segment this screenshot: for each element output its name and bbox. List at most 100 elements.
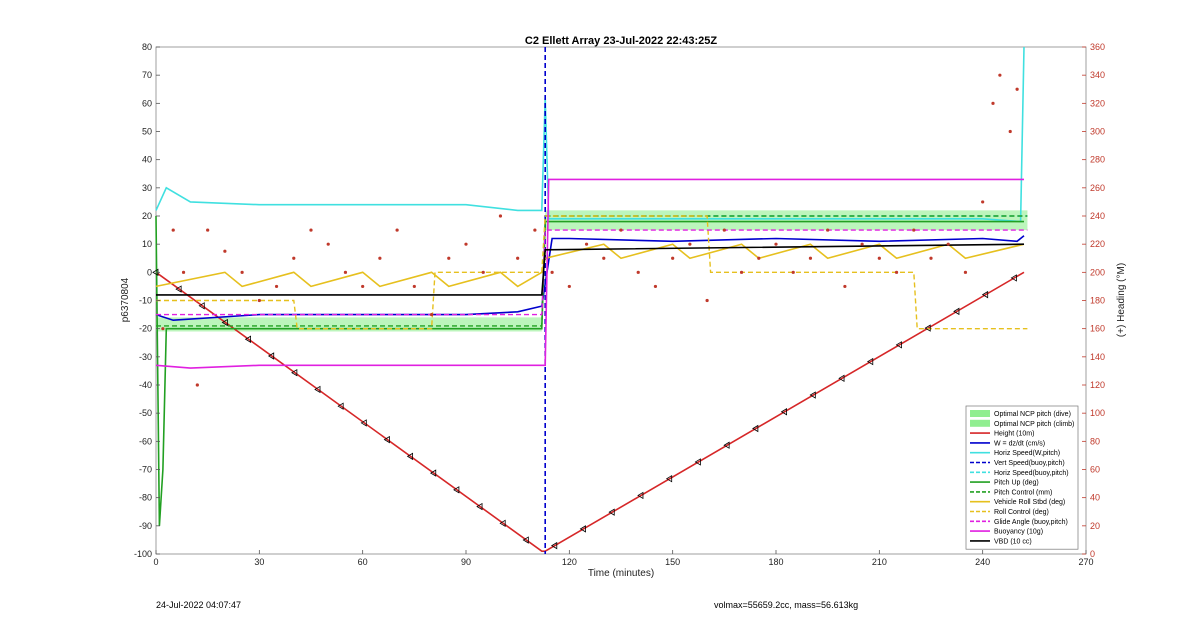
y-tick-label: 30 bbox=[142, 183, 152, 193]
heading-point bbox=[395, 228, 399, 232]
legend-box bbox=[965, 405, 1079, 550]
y2-tick-label: 260 bbox=[1090, 183, 1105, 193]
heading-point bbox=[636, 270, 640, 274]
y-tick-label: -100 bbox=[134, 549, 152, 559]
legend-entry: Pitch Control (mm) bbox=[994, 489, 1052, 496]
y2-tick-label: 20 bbox=[1090, 521, 1100, 531]
footer-date: 24-Jul-2022 04:07:47 bbox=[156, 600, 241, 610]
heading-point bbox=[464, 242, 468, 246]
y2-tick-label: 100 bbox=[1090, 408, 1105, 418]
heading-point bbox=[516, 256, 520, 260]
y-tick-label: 10 bbox=[142, 239, 152, 249]
y-tick-label: 80 bbox=[142, 42, 152, 52]
height-marker bbox=[953, 307, 960, 316]
height-marker bbox=[867, 357, 874, 366]
legend: Optimal NCP pitch (dive) Optimal NCP pitc… bbox=[965, 405, 1079, 550]
heading-point bbox=[378, 256, 382, 260]
x-tick-label: 150 bbox=[665, 557, 680, 567]
height-marker bbox=[244, 335, 251, 343]
height-marker bbox=[637, 491, 644, 500]
heading-point bbox=[619, 228, 623, 232]
height-marker bbox=[723, 441, 730, 449]
y-tick-label: -20 bbox=[139, 324, 152, 334]
series-w-dz-dt-cm-s bbox=[155, 235, 1025, 322]
heading-point bbox=[826, 228, 830, 232]
legend-entry: Optimal NCP pitch (dive) bbox=[994, 411, 1071, 418]
heading-point bbox=[481, 270, 485, 274]
heading-point bbox=[860, 242, 864, 246]
heading-point bbox=[877, 256, 881, 260]
heading-point bbox=[946, 242, 950, 246]
height-marker bbox=[579, 525, 586, 533]
height-marker bbox=[314, 385, 321, 394]
series-vehicle-roll-stbd-deg bbox=[155, 243, 1025, 288]
heading-point bbox=[206, 228, 210, 232]
heading-point bbox=[653, 284, 658, 289]
y2-tick-label: 320 bbox=[1090, 98, 1105, 108]
heading-point bbox=[998, 73, 1002, 77]
height-marker bbox=[1010, 274, 1017, 282]
heading-point bbox=[412, 284, 416, 289]
heading-point bbox=[584, 242, 589, 246]
height-marker bbox=[175, 285, 182, 293]
heading-point bbox=[447, 256, 451, 260]
y2-tick-label: 160 bbox=[1090, 324, 1105, 334]
legend-entry: Pitch Up (deg) bbox=[994, 480, 1039, 487]
y2-tick-label: 80 bbox=[1090, 436, 1100, 446]
y-tick-label: 20 bbox=[142, 211, 152, 221]
legend-entry: Roll Control (deg) bbox=[994, 509, 1049, 516]
heading-point bbox=[240, 270, 244, 274]
heading-point bbox=[161, 327, 165, 331]
y2-tick-label: 360 bbox=[1090, 42, 1105, 52]
heading-point bbox=[223, 249, 227, 253]
series-optimal-ncp-pitch-climb bbox=[545, 210, 1028, 231]
x-tick-label: 90 bbox=[461, 557, 471, 567]
legend-swatch bbox=[970, 410, 990, 417]
x-tick-label: 120 bbox=[562, 557, 577, 567]
legend-entry: Vehicle Roll Stbd (deg) bbox=[994, 499, 1065, 506]
heading-point bbox=[991, 101, 995, 105]
height-marker bbox=[780, 408, 788, 416]
heading-point bbox=[429, 312, 434, 317]
heading-point bbox=[757, 256, 761, 260]
series-roll-control-deg bbox=[156, 215, 1028, 330]
heading-point bbox=[963, 270, 968, 274]
y-tick-label: 60 bbox=[142, 98, 152, 108]
y-tick-label: 0 bbox=[147, 267, 152, 277]
y-tick-label: -40 bbox=[139, 380, 152, 390]
x-tick-label: 30 bbox=[254, 557, 264, 567]
height-marker bbox=[809, 391, 816, 399]
legend-entry: Horiz Speed(buoy,pitch) bbox=[994, 470, 1069, 477]
heading-point bbox=[1015, 87, 1019, 91]
height-marker bbox=[429, 469, 437, 477]
y2-axis: 0 20 40 60 80 100 120 140 160 180 200 220 240 260 280 3… bbox=[1082, 42, 1105, 559]
height-marker bbox=[838, 374, 845, 383]
x-tick-label: 270 bbox=[1078, 557, 1093, 567]
series-buoyancy-10g bbox=[155, 178, 1024, 369]
footer-params: volmax=55659.2cc, mass=56.613kg bbox=[714, 600, 858, 610]
legend-entry: Vert Speed(buoy,pitch) bbox=[994, 460, 1065, 467]
height-marker bbox=[383, 435, 390, 444]
legend-entry: Buoyancy (10g) bbox=[994, 529, 1043, 536]
y-tick-label: -50 bbox=[139, 408, 152, 418]
heading-point bbox=[343, 270, 348, 274]
y-axis-label: p6370804 bbox=[120, 277, 131, 322]
height-marker bbox=[499, 519, 506, 528]
height-marker bbox=[198, 302, 205, 310]
height-marker bbox=[551, 541, 558, 550]
heading-point bbox=[550, 270, 554, 274]
heading-point bbox=[309, 228, 313, 232]
heading-point bbox=[929, 256, 933, 260]
y2-tick-label: 60 bbox=[1090, 465, 1100, 475]
heading-point bbox=[981, 200, 985, 204]
height-marker bbox=[267, 352, 275, 360]
heading-point bbox=[567, 284, 571, 289]
y2-tick-label: 0 bbox=[1090, 549, 1095, 559]
y-tick-label: -80 bbox=[139, 493, 152, 503]
y2-tick-label: 40 bbox=[1090, 493, 1100, 503]
y-tick-label: -70 bbox=[139, 465, 152, 475]
height-marker bbox=[924, 324, 931, 332]
height-marker bbox=[665, 474, 673, 483]
y2-tick-label: 200 bbox=[1090, 267, 1105, 277]
series-vbd-10-cc bbox=[156, 243, 1025, 296]
